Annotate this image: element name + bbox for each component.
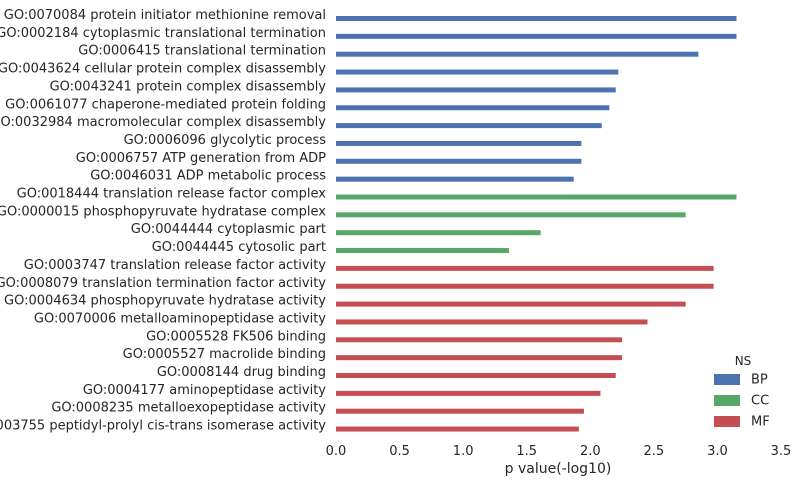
x-tick-label: 2.5 [644, 444, 665, 459]
category-label: GO:0006757 ATP generation from ADP [76, 151, 326, 166]
category-label: GO:0043624 cellular protein complex disa… [0, 62, 326, 77]
x-tick-label: 1.5 [516, 444, 537, 459]
category-label: GO:0003755 peptidyl-prolyl cis-trans iso… [0, 419, 326, 434]
category-label: GO:0008144 drug binding [157, 365, 326, 380]
bar-bp [336, 51, 699, 57]
category-label: GO:0006415 translational termination [78, 44, 326, 59]
bar-mf [336, 283, 714, 289]
category-label: GO:0005528 FK506 binding [146, 329, 326, 344]
legend-title: NS [735, 354, 752, 368]
bar-bp [336, 123, 602, 129]
bar-cc [336, 212, 686, 218]
legend-label-bp: BP [751, 373, 768, 388]
category-label: GO:0044445 cytosolic part [152, 240, 326, 255]
category-label: GO:0018444 translation release factor co… [17, 187, 327, 202]
legend-swatch-mf [714, 416, 740, 427]
category-label: GO:0004634 phosphopyruvate hydratase act… [4, 294, 326, 309]
bar-bp [336, 105, 610, 111]
bar-bp [336, 69, 619, 75]
category-label: GO:0070084 protein initiator methionine … [4, 8, 326, 23]
bar-mf [336, 408, 584, 414]
bar-mf [336, 301, 686, 307]
category-label: GO:0002184 cytoplasmic translational ter… [0, 26, 326, 41]
bar-mf [336, 390, 601, 396]
category-label: GO:0003747 translation release factor ac… [24, 258, 326, 273]
bar-bp [336, 176, 574, 182]
category-label: GO:0008235 metalloexopeptidase activity [51, 401, 326, 416]
category-label: GO:0061077 chaperone-mediated protein fo… [5, 97, 326, 112]
bar-cc [336, 248, 509, 254]
category-labels: GO:0070084 protein initiator methionine … [0, 8, 326, 434]
bars-layer [336, 16, 737, 432]
category-label: GO:0004177 aminopeptidase activity [83, 383, 326, 398]
bar-mf [336, 319, 648, 325]
x-tick-label: 1.0 [453, 444, 474, 459]
category-label: GO:0032984 macromolecular complex disass… [0, 115, 326, 130]
legend-entries: BP CC MF [714, 373, 770, 430]
category-label: GO:0005527 macrolide binding [123, 347, 326, 362]
category-label: GO:0000015 phosphopyruvate hydratase com… [0, 204, 326, 219]
bar-bp [336, 16, 737, 21]
category-label: GO:0043241 protein complex disassembly [50, 79, 327, 94]
x-tick-label: 0.0 [326, 444, 347, 459]
bar-mf [336, 337, 623, 343]
bar-bp [336, 87, 616, 93]
x-tick-label: 2.0 [580, 444, 601, 459]
legend-label-cc: CC [751, 394, 769, 409]
x-tick-label: 3.0 [707, 444, 728, 459]
category-label: GO:0046031 ADP metabolic process [90, 169, 326, 184]
bar-mf [336, 355, 623, 361]
category-label: GO:0044444 cytoplasmic part [131, 222, 326, 237]
legend-label-mf: MF [751, 415, 770, 430]
category-label: GO:0070006 metalloaminopeptidase activit… [34, 311, 326, 326]
x-axis-ticks: 0.0 0.5 1.0 1.5 2.0 2.5 3.0 3.5 [326, 444, 792, 459]
category-label: GO:0008079 translation termination facto… [0, 276, 326, 291]
bar-mf [336, 373, 616, 378]
bar-bp [336, 33, 737, 39]
bar-mf [336, 265, 714, 271]
category-label: GO:0006096 glycolytic process [124, 133, 327, 148]
legend: NS BP CC MF [714, 354, 770, 430]
legend-swatch-bp [714, 374, 740, 385]
bar-cc [336, 194, 737, 200]
bar-bp [336, 140, 582, 146]
x-axis-title: p value(-log10) [505, 461, 612, 477]
x-tick-label: 3.5 [771, 444, 792, 459]
legend-swatch-cc [714, 395, 740, 406]
bar-mf [336, 426, 579, 432]
bar-cc [336, 230, 541, 236]
bar-bp [336, 158, 582, 164]
x-tick-label: 0.5 [389, 444, 410, 459]
